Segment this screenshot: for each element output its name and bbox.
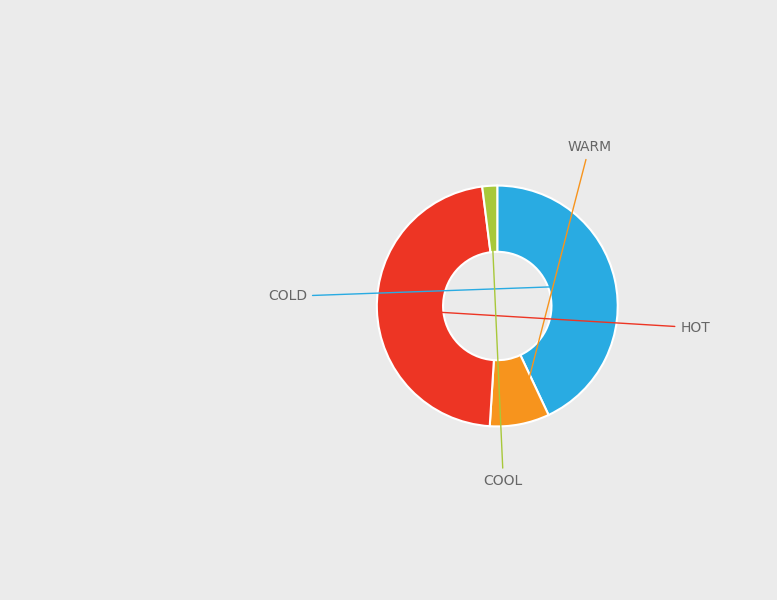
Text: HOT: HOT [394,310,710,335]
Text: WARM: WARM [519,140,611,416]
Text: COLD: COLD [268,286,586,304]
Text: COOL: COOL [483,200,523,488]
Wedge shape [377,187,494,426]
Wedge shape [490,355,549,427]
Wedge shape [483,185,497,252]
Wedge shape [497,185,618,415]
